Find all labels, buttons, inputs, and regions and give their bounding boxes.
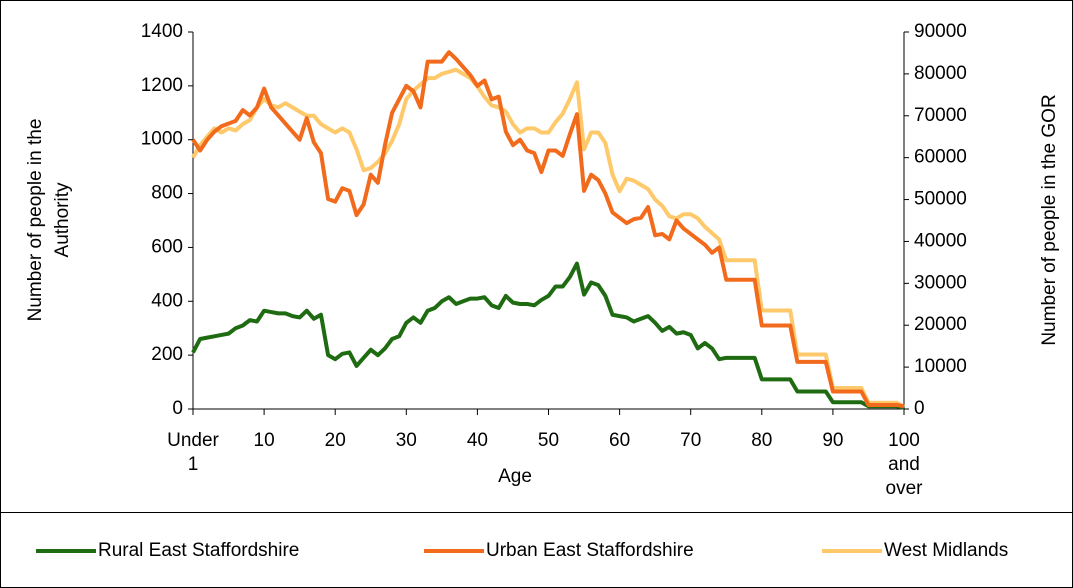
y2-tick-label: 50000 [914, 189, 967, 210]
x-axis-label: Age [498, 466, 532, 487]
series-line [191, 50, 905, 409]
legend-label: Urban East Staffordshire [486, 540, 694, 561]
y-tick-label: 0 [172, 398, 183, 419]
y2-tick-label: 70000 [914, 105, 967, 126]
legend-label: West Midlands [884, 540, 1008, 561]
series-line [191, 67, 906, 409]
x-tick-label: 80 [751, 430, 772, 451]
y-axis-label: Number of people in the Authority [25, 119, 73, 322]
y-tick-label: 600 [151, 236, 183, 257]
y-tick-label: 400 [151, 290, 183, 311]
y2-tick-label: 30000 [914, 272, 967, 293]
x-tick-label: 20 [325, 430, 346, 451]
y2-tick-label: 20000 [914, 314, 967, 335]
y2-axis-label: Number of people in the GOR [1039, 94, 1060, 345]
y2-tick-label: 60000 [914, 147, 967, 168]
x-tick-label: 60 [609, 430, 630, 451]
y2-tick-label: 90000 [914, 21, 967, 42]
y-tick-label: 200 [151, 344, 183, 365]
x-tick-label: 70 [680, 430, 701, 451]
y-tick-label: 1000 [141, 129, 183, 150]
x-tick-label: 40 [467, 430, 488, 451]
x-tick-label: Under 1 [167, 430, 219, 475]
y-tick-label: 1400 [141, 21, 183, 42]
legend-label: Rural East Staffordshire [98, 540, 299, 561]
y2-tick-label: 0 [914, 398, 925, 419]
y2-tick-label: 40000 [914, 230, 967, 251]
y2-tick-label: 80000 [914, 63, 967, 84]
y-tick-label: 1200 [141, 75, 183, 96]
x-tick-label: 10 [254, 430, 275, 451]
x-tick-label: 100 and over [886, 430, 924, 499]
x-tick-label: 50 [538, 430, 559, 451]
y-tick-label: 800 [151, 183, 183, 204]
x-tick-label: 90 [822, 430, 843, 451]
series-line [191, 261, 905, 410]
x-tick-label: 30 [396, 430, 417, 451]
y2-tick-label: 10000 [914, 356, 967, 377]
